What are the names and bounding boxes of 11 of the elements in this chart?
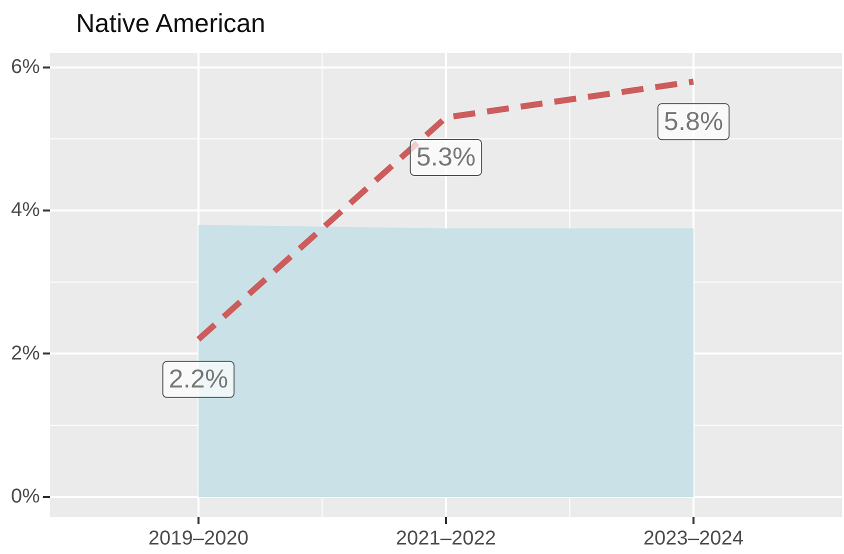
data-label: 5.3% (416, 142, 476, 172)
data-label: 5.8% (664, 106, 724, 136)
x-tick-label: 2021–2022 (396, 528, 496, 550)
y-tick-label: 0% (11, 485, 40, 508)
y-tick-label: 4% (11, 199, 40, 222)
x-tick-label: 2023–2024 (643, 528, 744, 550)
data-label: 2.2% (168, 364, 228, 394)
chart-title: Native American (76, 8, 266, 39)
x-tick-label: 2019–2020 (148, 528, 248, 550)
y-tick-label: 2% (11, 342, 40, 364)
y-tick-label: 6% (11, 56, 40, 78)
